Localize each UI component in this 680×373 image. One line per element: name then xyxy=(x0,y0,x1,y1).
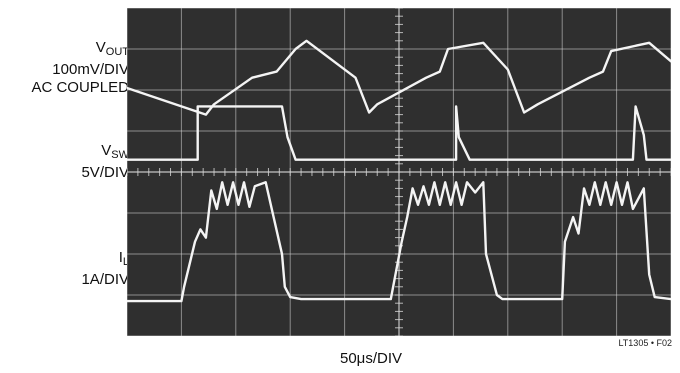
vsw-scale: 5V/DIV xyxy=(81,164,129,181)
vout-name: V xyxy=(95,39,106,56)
vout-coupling: AC COUPLED xyxy=(31,79,129,96)
vout-subscript: OUT xyxy=(105,46,129,58)
il-scale: 1A/DIV xyxy=(81,271,129,288)
oscilloscope-plot xyxy=(127,8,671,336)
il-channel-label: IL 1A/DIV xyxy=(81,249,129,289)
oscilloscope-screen xyxy=(127,8,671,336)
vsw-name: V xyxy=(101,142,112,159)
vsw-channel-label: VSW 5V/DIV xyxy=(81,142,129,182)
trace-vsw xyxy=(127,105,671,161)
vsw-subscript: SW xyxy=(111,149,129,161)
vout-channel-label: VOUT 100mV/DIV AC COUPLED xyxy=(31,39,129,97)
figure-id: LT1305 • F02 xyxy=(618,338,672,348)
il-subscript: L xyxy=(122,256,129,268)
vout-scale: 100mV/DIV xyxy=(52,61,129,78)
trace-il xyxy=(127,181,671,303)
il-name: I xyxy=(118,249,123,266)
trace-vout xyxy=(127,39,671,116)
x-axis-label: 50μs/DIV xyxy=(340,350,402,367)
